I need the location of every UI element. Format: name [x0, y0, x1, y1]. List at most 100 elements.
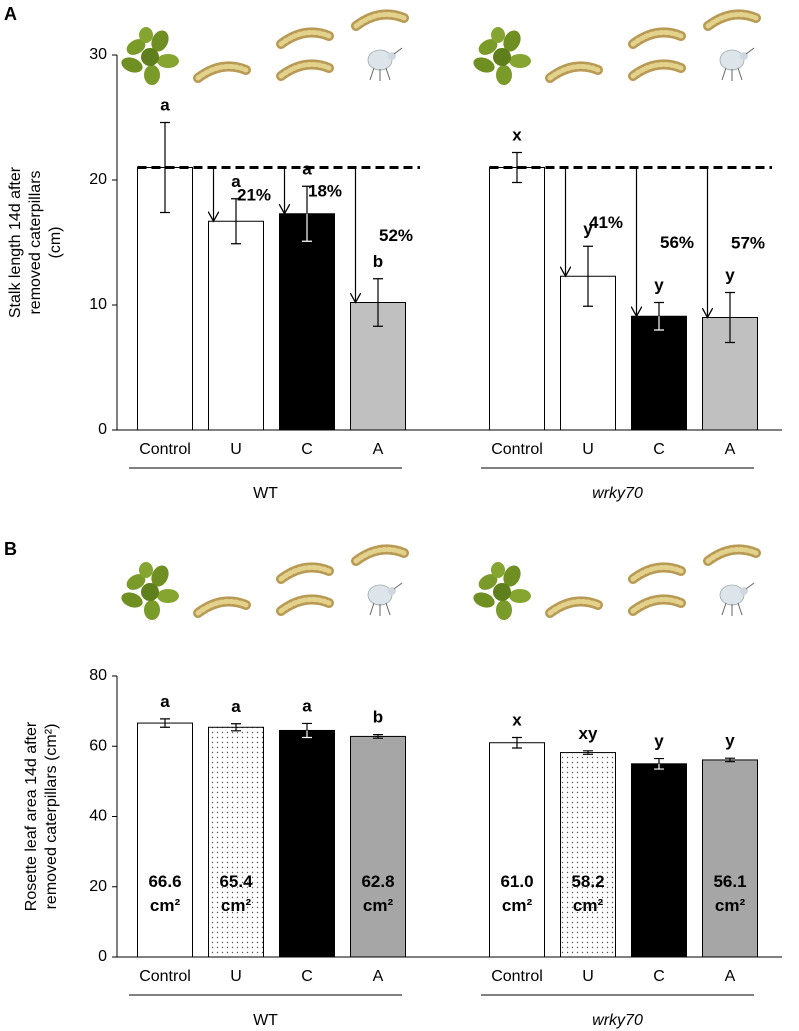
value-label-line: 55.0: [642, 872, 675, 891]
error-bar: [725, 757, 735, 763]
value-label-line: 64.5: [290, 872, 323, 891]
x-tick-label: Control: [139, 968, 191, 985]
x-tick-label: A: [725, 441, 736, 458]
y-axis-label: Stalk length 14d after: [7, 166, 24, 318]
value-label: 58.2 cm²: [571, 872, 604, 915]
reduction-label: 41%: [589, 213, 623, 232]
significance-letter: a: [302, 696, 312, 715]
significance-letter: y: [583, 219, 593, 238]
reduction-label: 52%: [379, 226, 413, 245]
value-label-line: 61.0: [500, 872, 533, 891]
group-label: wrky70: [592, 1012, 643, 1029]
x-tick-label: U: [230, 968, 242, 985]
significance-letter: y: [725, 266, 735, 285]
y-tick-label: 20: [89, 878, 107, 895]
value-label-line: 65.4: [219, 872, 253, 891]
y-axis-label: (cm): [47, 227, 64, 259]
y-tick-label: 80: [89, 667, 107, 684]
bar: [489, 167, 545, 431]
y-tick-label: 30: [89, 46, 107, 63]
panel-label: A: [4, 4, 17, 24]
significance-letter: y: [654, 276, 664, 295]
error-bar-inner: [654, 763, 664, 770]
value-label: 56.1 cm²: [713, 872, 746, 915]
x-tick-label: A: [725, 968, 736, 985]
value-label-line: cm²: [150, 896, 181, 915]
significance-letter: y: [725, 731, 735, 750]
y-axis-label: Rosette leaf area 14d after: [23, 721, 40, 911]
plant-icon: [471, 27, 531, 85]
significance-letter: a: [160, 96, 170, 115]
x-tick-label: A: [373, 968, 384, 985]
aphid-icon: [367, 47, 403, 82]
error-bar: [160, 718, 170, 728]
bar: [631, 315, 687, 431]
x-tick-label: C: [653, 968, 665, 985]
error-bar: [373, 734, 383, 739]
y-tick-label: 0: [98, 421, 107, 438]
value-label-line: cm²: [363, 896, 394, 915]
bar: [631, 763, 687, 958]
value-label-line: cm²: [292, 896, 323, 915]
y-tick-label: 60: [89, 737, 107, 754]
value-label-line: cm²: [715, 896, 746, 915]
caterpillar-icon: [633, 32, 681, 44]
error-bar: [512, 736, 522, 749]
significance-letter: b: [373, 708, 383, 727]
error-bar: [373, 278, 383, 327]
value-label: 55.0 cm²: [642, 872, 675, 915]
y-tick-label: 10: [89, 296, 107, 313]
aphid-icon: [367, 582, 403, 617]
value-label: 65.4 cm²: [219, 872, 253, 915]
bar: [279, 213, 335, 431]
y-tick-label: 20: [89, 171, 107, 188]
x-tick-label: A: [373, 441, 384, 458]
value-label: 62.8 cm²: [361, 872, 394, 915]
y-tick-label: 40: [89, 808, 107, 825]
reduction-label: 21%: [237, 185, 271, 204]
significance-letter: xy: [579, 724, 598, 743]
caterpillar-icon: [633, 567, 681, 579]
caterpillar-icon: [356, 549, 404, 561]
caterpillar-icon: [550, 601, 598, 613]
significance-letter: x: [512, 126, 522, 145]
bar: [279, 729, 335, 958]
caterpillar-icon: [708, 14, 756, 26]
y-axis-label: removed caterpillars (cm²): [43, 724, 60, 910]
caterpillar-icon: [708, 549, 756, 561]
bar: [560, 752, 616, 958]
value-label-line: cm²: [221, 896, 252, 915]
reduction-label: 18%: [308, 182, 342, 201]
caterpillar-icon: [281, 64, 329, 76]
x-tick-label: C: [301, 441, 313, 458]
plant-icon: [471, 562, 531, 620]
y-axis-label: removed caterpillars: [27, 170, 44, 314]
error-bar: [160, 121, 170, 214]
caterpillar-icon: [633, 599, 681, 611]
value-label: 61.0 cm²: [500, 872, 533, 915]
error-bar: [512, 151, 522, 184]
caterpillar-icon: [198, 601, 246, 613]
bar: [137, 722, 193, 958]
bar: [208, 220, 264, 431]
x-tick-label: U: [582, 441, 594, 458]
group-label: WT: [253, 1012, 278, 1029]
significance-letter: y: [654, 732, 664, 751]
error-bar: [725, 291, 735, 344]
x-tick-label: C: [301, 968, 313, 985]
error-bar: [231, 723, 241, 732]
significance-letter: a: [160, 692, 170, 711]
plant-icon: [119, 562, 179, 620]
significance-letter: x: [512, 710, 522, 729]
caterpillar-icon: [550, 66, 598, 78]
significance-letter: a: [231, 172, 241, 191]
value-label-line: cm²: [573, 896, 604, 915]
bar: [489, 742, 545, 958]
x-tick-label: C: [653, 441, 665, 458]
value-label: 66.6 cm²: [148, 872, 181, 915]
bar: [350, 735, 406, 958]
value-label-line: 62.8: [361, 872, 394, 891]
error-bar: [583, 750, 593, 755]
error-bar-inner: [302, 730, 312, 739]
x-tick-label: Control: [139, 441, 191, 458]
